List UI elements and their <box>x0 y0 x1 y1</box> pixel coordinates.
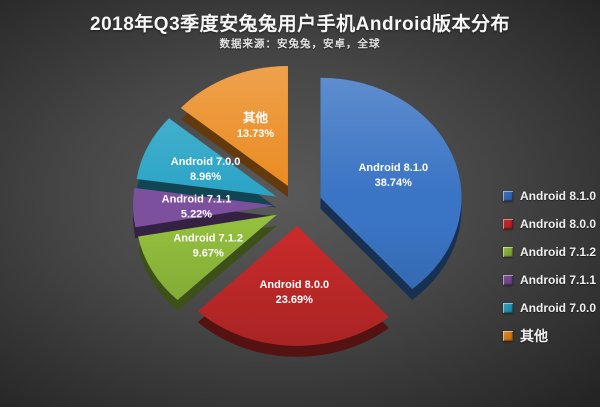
pie-slice-label-android-7-0-0: Android 7.0.0 8.96% <box>171 156 241 183</box>
pie-slice-label-android-7-1-1: Android 7.1.1 5.22% <box>162 194 232 221</box>
legend-marker-android-8-1-0 <box>503 191 513 201</box>
legend-label-android-7-1-1: Android 7.1.1 <box>520 273 597 287</box>
legend-marker-android-7-0-0 <box>503 303 513 313</box>
legend-item-android-7-1-1: Android 7.1.1 <box>503 266 596 294</box>
legend-marker-android-8-0-0 <box>503 219 513 229</box>
legend-item-android-8-0-0: Android 8.0.0 <box>503 210 596 238</box>
pie-slice-shine-android-7-1-2 <box>138 214 277 301</box>
pie-slice-shine-android-7-1-1 <box>133 188 274 228</box>
legend-label-android-8-1-0: Android 8.1.0 <box>520 189 597 203</box>
legend-item-android-7-0-0: Android 7.0.0 <box>503 294 596 322</box>
legend-marker-android-7-1-1 <box>503 275 513 285</box>
pie-slice-shine-android-7-0-0 <box>136 118 277 197</box>
pie-slice-shine-item-5 <box>180 66 288 187</box>
chart-subtitle: 数据来源：安兔兔，安卓，全球 <box>219 38 381 50</box>
pie-slice-shine-android-8-1-0 <box>320 77 462 289</box>
legend-item-item-5: 其他 <box>503 322 596 350</box>
pie-slice-label-item-5: 其他 13.73% <box>237 110 275 140</box>
legend-item-android-8-1-0: Android 8.1.0 <box>503 182 596 210</box>
legend-label-item-5: 其他 <box>520 328 548 344</box>
chart-title: 2018年Q3季度安兔兔用户手机Android版本分布 <box>90 14 510 35</box>
legend-marker-item-5 <box>503 331 513 341</box>
pie-slice-label-android-7-1-2: Android 7.1.2 9.67% <box>173 233 243 260</box>
legend-label-android-7-0-0: Android 7.0.0 <box>520 301 597 315</box>
legend: Android 8.1.0 Android 8.0.0 Android 7.1.2 A… <box>503 182 596 350</box>
legend-item-android-7-1-2: Android 7.1.2 <box>503 238 596 266</box>
legend-label-android-7-1-2: Android 7.1.2 <box>520 245 597 259</box>
legend-marker-android-7-1-2 <box>503 247 513 257</box>
legend-label-android-8-0-0: Android 8.0.0 <box>520 217 597 231</box>
pie-slice-label-android-8-0-0: Android 8.0.0 23.69% <box>259 279 329 306</box>
pie-slice-shine-android-8-0-0 <box>197 225 389 346</box>
pie-slice-label-android-8-1-0: Android 8.1.0 38.74% <box>358 162 428 189</box>
